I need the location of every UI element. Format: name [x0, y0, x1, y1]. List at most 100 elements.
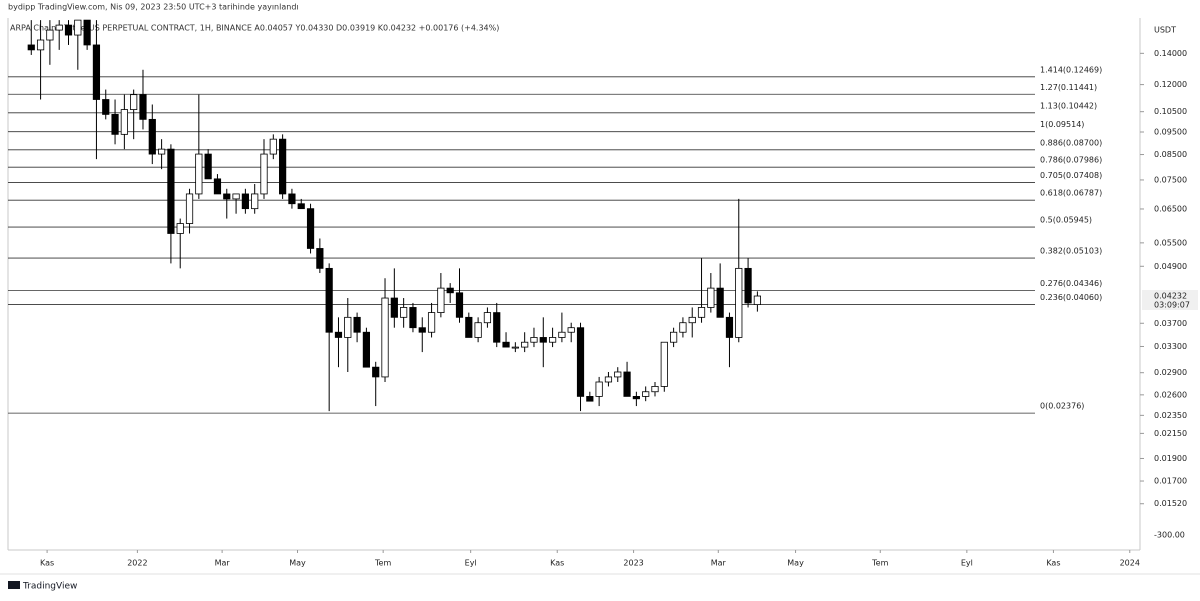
fib-level-label: 0.786(0.07986): [1040, 156, 1102, 165]
candle-body: [185, 193, 194, 224]
candle-body: [437, 287, 445, 313]
candle-body: [409, 307, 417, 329]
candle-body: [539, 337, 547, 343]
candle-body: [586, 396, 594, 402]
fib-level-label: 0.618(0.06787): [1040, 189, 1102, 198]
y-tick-label: 0.02350: [1154, 411, 1187, 420]
candle-body: [688, 316, 696, 324]
candle-body: [27, 44, 35, 51]
candle-body: [325, 267, 333, 333]
candle-body: [400, 307, 408, 318]
x-tick-label: Mar: [711, 559, 727, 568]
x-tick-label: Kas: [1046, 559, 1060, 568]
y-tick-label: 0.09500: [1154, 127, 1187, 136]
candle-body: [372, 366, 380, 378]
fib-level-label: 0.276(0.04346): [1040, 279, 1102, 288]
x-tick-label: May: [787, 559, 804, 568]
candle-body: [139, 94, 147, 120]
fib-level-label: 1.27(0.11441): [1040, 83, 1097, 92]
y-tick-label: 0.12000: [1154, 80, 1187, 89]
candle-body: [223, 193, 231, 200]
candle-body: [670, 331, 678, 343]
x-tick-label: Tem: [374, 559, 391, 568]
candle-body: [195, 153, 203, 195]
candle-body: [716, 287, 724, 318]
symbol-legend: ARPA Chain / TetherUS PERPETUAL CONTRACT…: [10, 24, 499, 33]
candle-body: [55, 24, 63, 31]
candle-body: [465, 316, 473, 338]
candle-body: [120, 109, 128, 135]
candle-body: [316, 248, 324, 269]
logo-mark: [8, 581, 20, 589]
candle-body: [362, 331, 371, 368]
last-price-box: [1142, 290, 1198, 311]
candle-body: [576, 327, 585, 397]
fib-level-label: 0.382(0.05103): [1040, 247, 1102, 256]
y-tick-label: 0.03300: [1154, 342, 1187, 351]
candle-body: [521, 341, 529, 348]
candle-body: [353, 316, 361, 333]
candle-body: [679, 322, 687, 333]
candle-body: [530, 337, 538, 343]
x-tick-label: Tem: [871, 559, 888, 568]
candle-body: [241, 193, 249, 210]
brand-logo: TradingView: [8, 581, 77, 592]
candle-body: [46, 29, 54, 41]
candle-body: [753, 295, 761, 305]
candle-body: [64, 24, 73, 36]
candle-body: [344, 316, 352, 338]
candle-body: [148, 118, 156, 155]
y-tick-label: 0.10500: [1154, 107, 1187, 116]
candle-body: [493, 312, 501, 343]
candle-body: [502, 341, 510, 348]
candle-body: [548, 337, 557, 343]
y-tick-label: 0.01700: [1154, 477, 1187, 486]
x-tick-label: 2022: [127, 559, 147, 568]
candle-body: [381, 297, 389, 378]
candle-body: [474, 322, 482, 338]
y-tick-label: 0.07500: [1154, 175, 1187, 184]
candle-body: [446, 287, 454, 294]
candle-body: [567, 327, 575, 333]
x-tick-label: Mar: [215, 559, 231, 568]
candle-body: [213, 178, 222, 195]
x-tick-label: Kas: [550, 559, 564, 568]
y-tick-label: 0.01520: [1154, 499, 1187, 508]
candle-body: [92, 44, 101, 100]
currency-label: USDT: [1154, 26, 1176, 35]
candle-body: [390, 297, 398, 318]
y-tick-label: 0.02150: [1154, 429, 1187, 438]
candle-body: [176, 223, 184, 234]
fib-level-label: 1(0.09514): [1040, 120, 1084, 129]
x-tick-label: 2023: [623, 559, 643, 568]
candle-body: [83, 19, 91, 46]
candle-body: [306, 208, 315, 249]
candle-body: [735, 267, 743, 338]
candle-body: [595, 381, 603, 397]
candle-body: [260, 153, 268, 195]
candle-body: [288, 193, 296, 205]
y-tick-label: 0.08500: [1154, 150, 1187, 159]
fib-level-label: 0(0.02376): [1040, 402, 1084, 411]
y-tick-label: 0.03700: [1154, 319, 1187, 328]
y-tick-label: 0.06500: [1154, 204, 1187, 213]
candle-body: [614, 371, 622, 378]
y-tick-label: 0.05500: [1154, 238, 1187, 247]
candle-body: [158, 148, 166, 155]
y-tick-label: 0.02900: [1154, 368, 1187, 377]
candle-body: [418, 327, 426, 333]
fib-level-label: 0.236(0.04060): [1040, 293, 1102, 302]
candle-body: [130, 94, 138, 110]
candle-body: [74, 19, 82, 36]
candle-body: [604, 376, 613, 383]
candle-body: [36, 39, 45, 51]
candle-body: [697, 307, 706, 318]
y-tick-label: 0.04900: [1154, 262, 1187, 271]
x-tick-label: Kas: [40, 559, 54, 568]
y-extra-label: -300.00: [1154, 531, 1185, 540]
candle-body: [279, 138, 287, 195]
candle-body: [455, 292, 464, 318]
x-tick-label: 2024: [1120, 559, 1140, 568]
